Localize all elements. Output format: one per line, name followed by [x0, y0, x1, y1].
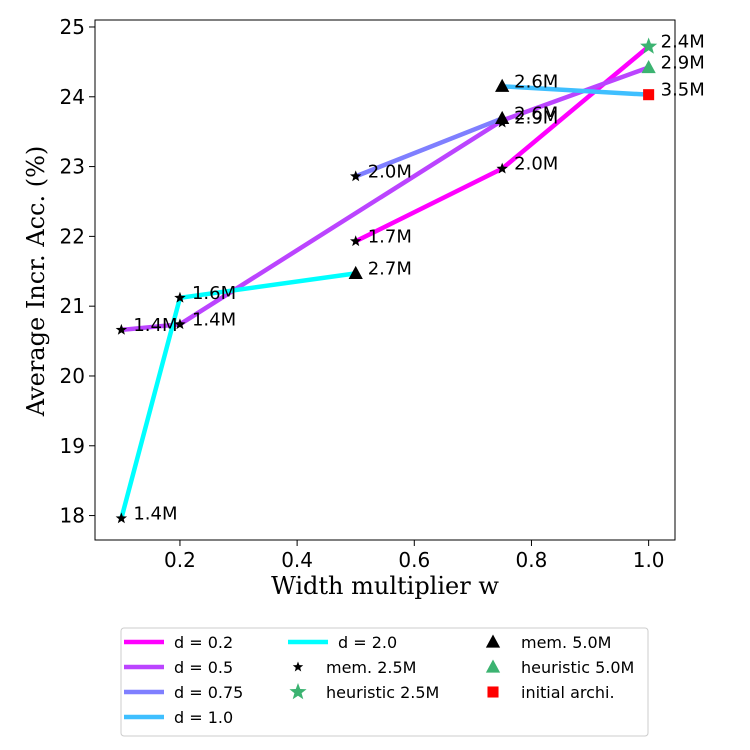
legend-item: d = 0.5: [124, 658, 233, 677]
data-label: 1.6M: [192, 283, 236, 304]
triangle-marker: [641, 59, 656, 74]
x-tick-label: 0.6: [398, 548, 430, 572]
legend-item: mem. 2.5M: [292, 658, 416, 677]
legend-star-swatch: [292, 661, 304, 672]
series-line: [502, 84, 649, 97]
legend-item: d = 0.2: [124, 633, 233, 652]
legend-item: d = 2.0: [288, 633, 397, 652]
data-label: 3.5M: [661, 80, 705, 101]
data-label: 1.4M: [133, 503, 177, 524]
legend-item: initial archi.: [487, 683, 615, 702]
star-marker: [115, 323, 128, 335]
y-tick-label: 19: [60, 434, 85, 458]
legend-label: d = 0.5: [174, 658, 233, 677]
data-label: 2.7M: [368, 258, 412, 279]
legend-item: d = 0.75: [124, 683, 243, 702]
data-markers: [115, 37, 658, 524]
legend-item: heuristic 2.5M: [289, 683, 439, 702]
data-label: 2.9M: [514, 108, 558, 129]
legend-box: [120, 627, 649, 737]
x-tick-label: 1.0: [633, 548, 665, 572]
y-tick-label: 23: [60, 155, 85, 179]
data-label: 2.9M: [661, 52, 705, 73]
star-marker: [350, 170, 362, 182]
y-axis: 18 19 20 21 22 23 24 25: [60, 15, 95, 528]
star-marker: [174, 318, 186, 330]
y-tick-label: 20: [60, 364, 85, 388]
triangle-marker: [495, 78, 510, 92]
legend-label: heuristic 2.5M: [326, 683, 439, 702]
star-marker: [496, 162, 508, 174]
x-axis-title: Width multiplier w: [271, 572, 499, 600]
data-label: 2.4M: [661, 32, 705, 53]
legend-item: mem. 5.0M: [485, 633, 611, 652]
star-marker: [115, 512, 128, 524]
data-label: 1.7M: [368, 226, 412, 247]
triangle-marker: [495, 110, 510, 125]
series-line: [354, 116, 503, 179]
y-tick-label: 25: [60, 15, 85, 39]
x-tick-label: 0.8: [516, 548, 548, 572]
y-axis-title: Average Incr. Acc. (%): [22, 146, 50, 418]
triangle-marker: [348, 265, 363, 279]
x-axis: 0.2 0.4 0.6 0.8 1.0: [164, 540, 665, 572]
data-labels: 1.4M1.4M 1.4M1.6M1.7M2.0M2.7M2.0M2.9M2.6M…: [133, 32, 704, 525]
legend-label: heuristic 5.0M: [521, 658, 634, 677]
legend-label: mem. 2.5M: [326, 658, 416, 677]
square-marker: [643, 89, 655, 101]
y-tick-label: 18: [60, 504, 85, 528]
y-tick-label: 24: [60, 85, 85, 109]
legend: d = 0.2 d = 0.5 d = 0.75 d = 1.0 d = 2.0 mem.…: [120, 627, 649, 737]
legend-label: d = 0.75: [174, 683, 243, 702]
star-marker: [350, 235, 362, 247]
data-label: 2.6M: [514, 103, 558, 124]
legend-label: d = 1.0: [174, 708, 233, 727]
y-tick-label: 22: [60, 224, 85, 248]
legend-label: d = 0.2: [174, 633, 233, 652]
x-tick-label: 0.2: [164, 548, 196, 572]
legend-triangle-swatch: [485, 659, 501, 673]
star-marker: [640, 37, 658, 54]
legend-label: d = 2.0: [338, 633, 397, 652]
star-marker: [174, 291, 186, 303]
data-label: 2.0M: [514, 154, 558, 175]
data-label: 2.0M: [368, 161, 412, 182]
legend-label: mem. 5.0M: [521, 633, 611, 652]
legend-label: initial archi.: [521, 683, 615, 702]
data-label: 2.6M: [514, 71, 558, 92]
x-tick-label: 0.4: [281, 548, 313, 572]
legend-square-swatch: [487, 686, 499, 698]
y-tick-label: 21: [60, 294, 85, 318]
legend-item: heuristic 5.0M: [485, 658, 634, 677]
legend-star-swatch: [289, 683, 307, 700]
data-label: 1.4M: [133, 315, 177, 336]
legend-item: d = 1.0: [124, 708, 233, 727]
data-label: 1.4M: [192, 309, 236, 330]
series-line: [121, 65, 650, 333]
legend-triangle-swatch: [485, 634, 501, 648]
